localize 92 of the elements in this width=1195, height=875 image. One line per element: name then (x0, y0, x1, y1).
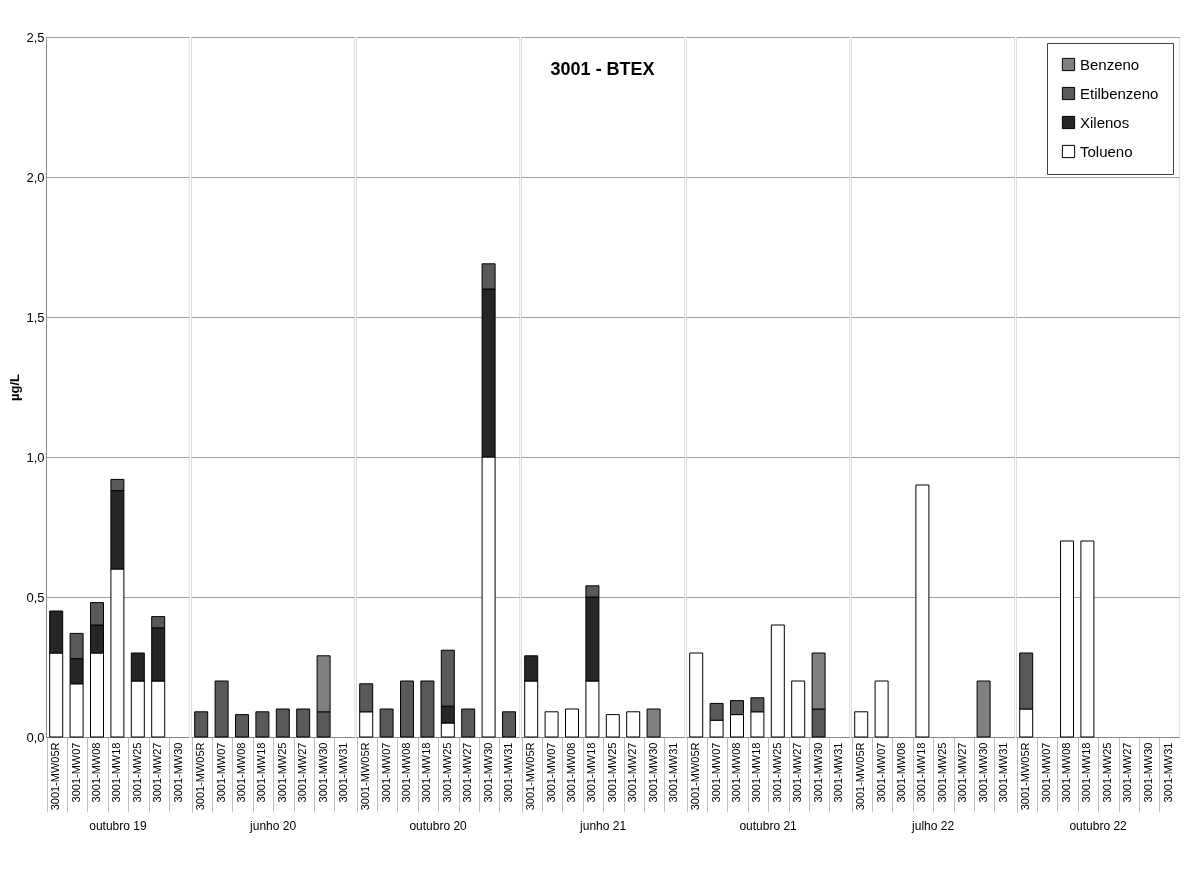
x-tick-label: 3001-MW30 (171, 742, 184, 803)
x-tick-label: 3001-MW05R (524, 742, 537, 811)
x-tick-label: 3001-MW30 (1141, 742, 1154, 803)
x-tick-label: 3001-MW05R (1019, 742, 1032, 811)
x-tick-label: 3001-MW25 (935, 742, 948, 803)
bar (379, 708, 394, 738)
x-tick-label: 3001-MW30 (811, 742, 824, 803)
x-axis-title: junho 20 (249, 819, 297, 833)
bar (502, 711, 516, 738)
x-tick-label: 3001-MW31 (337, 742, 349, 803)
x-tick-label: 3001-MW07 (709, 742, 722, 803)
x-tick-label: 3001-MW08 (400, 742, 412, 803)
x-tick-label: 3001-MW05R (359, 742, 372, 811)
x-tick-label: 3001-MW25 (275, 742, 288, 803)
bar (791, 680, 806, 738)
x-tick-label: 3001-MW30 (316, 742, 329, 803)
x-axis-title: outubro 19 (89, 819, 147, 833)
bar (275, 708, 290, 738)
x-tick-label: 3001-MW25 (1100, 742, 1113, 803)
x-tick-label: 3001-MW25 (130, 742, 143, 803)
bar (605, 714, 620, 738)
x-tick-label: 3001-MW27 (626, 742, 639, 803)
x-tick-label: 3001-MW30 (976, 742, 989, 803)
x-axis-title: outubro 22 (1069, 819, 1128, 833)
x-axis-title: outubro 21 (739, 819, 798, 833)
x-tick-label: 3001-MW31 (832, 742, 844, 803)
x-tick-label: 3001-MW18 (585, 742, 598, 803)
x-tick-label: 3001-MW18 (420, 742, 433, 803)
x-tick-label: 3001-MW08 (1060, 742, 1072, 803)
bar (235, 714, 249, 738)
x-tick-label: 3001-MW25 (440, 742, 453, 803)
x-tick-label: 3001-MW18 (110, 742, 123, 803)
x-tick-label: 3001-MW08 (730, 742, 742, 803)
x-tick-label: 3001-MW07 (214, 742, 227, 803)
x-tick-label: 3001-MW31 (997, 742, 1009, 803)
x-tick-label: 3001-MW08 (895, 742, 907, 803)
x-tick-label: 3001-MW05R (194, 742, 207, 811)
x-tick-label: 3001-MW05R (49, 742, 62, 811)
x-tick-label: 3001-MW30 (481, 742, 494, 803)
x-axis-title: outubro 20 (409, 819, 468, 833)
legend-label: Xilenos (1080, 113, 1130, 131)
y-tick-label: 0,5 (26, 589, 45, 605)
bar (296, 708, 311, 738)
x-tick-label: 3001-MW27 (151, 742, 164, 803)
bar (400, 680, 414, 738)
legend-label: Etilbenzeno (1080, 84, 1159, 102)
bar (565, 708, 579, 738)
bar (255, 711, 270, 738)
x-tick-label: 3001-MW30 (646, 742, 659, 803)
y-tick-label: 2,0 (26, 169, 45, 185)
x-tick-label: 3001-MW25 (605, 742, 618, 803)
x-tick-label: 3001-MW05R (689, 742, 702, 811)
legend-label: Tolueno (1080, 142, 1133, 160)
x-tick-label: 3001-MW08 (90, 742, 102, 803)
x-tick-label: 3001-MW07 (1039, 742, 1052, 803)
x-tick-label: 3001-MW27 (956, 742, 969, 803)
x-tick-label: 3001-MW31 (667, 742, 679, 803)
x-tick-label: 3001-MW07 (379, 742, 392, 803)
x-tick-label: 3001-MW25 (770, 742, 783, 803)
x-tick-label: 3001-MW18 (915, 742, 928, 803)
y-axis-title: µg/L (7, 373, 23, 401)
x-tick-label: 3001-MW27 (791, 742, 804, 803)
x-tick-label: 3001-MW07 (544, 742, 557, 803)
x-tick-label: 3001-MW27 (461, 742, 474, 803)
x-tick-label: 3001-MW31 (1162, 742, 1174, 803)
bar (770, 624, 785, 738)
x-tick-label: 3001-MW31 (502, 742, 514, 803)
x-tick-label: 3001-MW05R (854, 742, 867, 811)
x-tick-label: 3001-MW27 (1121, 742, 1134, 803)
text: 3001 - BTEX (550, 59, 655, 79)
y-tick-label: 0,0 (26, 729, 45, 745)
x-tick-label: 3001-MW07 (874, 742, 887, 803)
bar (194, 711, 209, 738)
bar (461, 708, 476, 738)
x-axis-title: junho 21 (579, 819, 627, 833)
x-tick-label: 3001-MW08 (235, 742, 247, 803)
x-tick-label: 3001-MW07 (69, 742, 82, 803)
y-tick-label: 1,5 (26, 309, 45, 325)
x-tick-label: 3001-MW18 (750, 742, 763, 803)
x-axis-title: julho 22 (911, 819, 955, 833)
bar (214, 680, 229, 738)
x-tick-label: 3001-MW08 (565, 742, 577, 803)
bar (689, 652, 704, 738)
x-tick-label: 3001-MW18 (255, 742, 268, 803)
bar (420, 680, 435, 738)
y-tick-label: 2,5 (26, 29, 45, 45)
legend-label: Benzeno (1080, 55, 1140, 73)
bar (544, 711, 559, 738)
x-tick-label: 3001-MW18 (1080, 742, 1093, 803)
y-tick-label: 1,0 (26, 449, 45, 465)
bar (626, 711, 641, 738)
x-tick-label: 3001-MW27 (296, 742, 309, 803)
